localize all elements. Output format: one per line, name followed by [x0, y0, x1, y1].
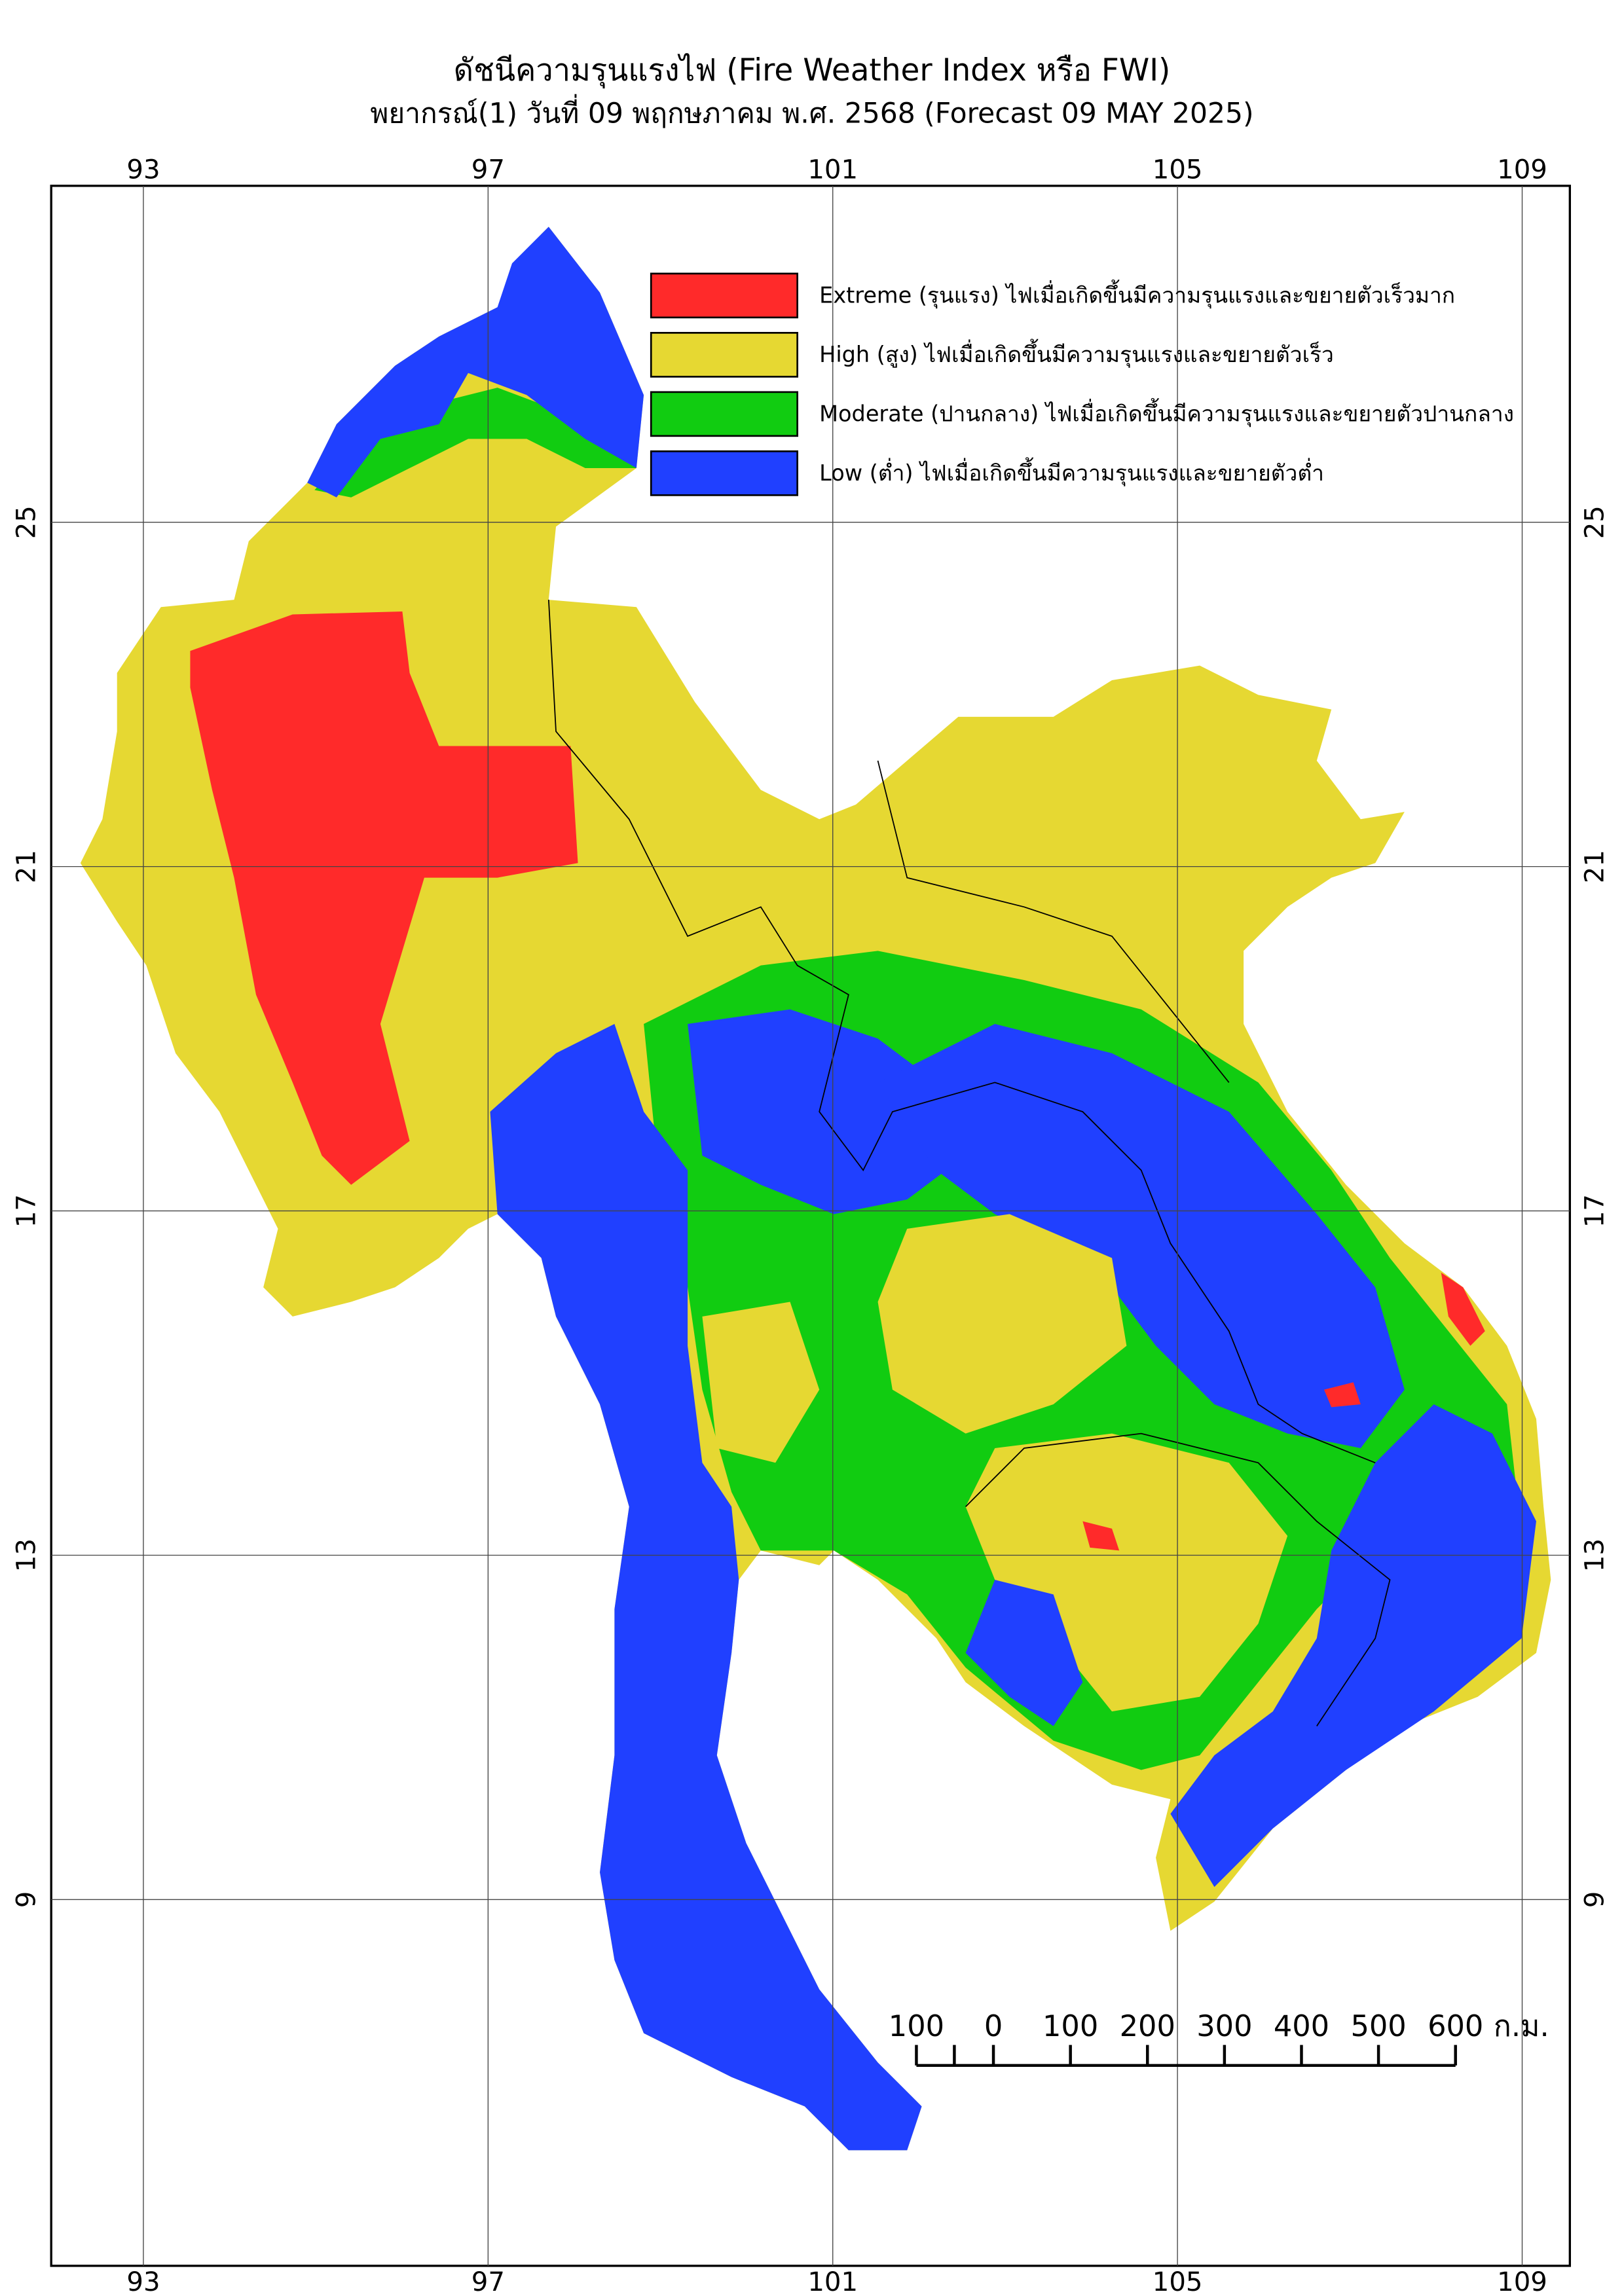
lon-label-top: 93 — [126, 155, 160, 185]
lat-label-right: 21 — [1580, 850, 1610, 883]
legend: Extreme (รุนแรง) ไฟเมื่อเกิดขึ้นมีความรุ… — [650, 272, 1514, 496]
scale-label: 300 — [1196, 2009, 1252, 2043]
zone-low — [688, 1009, 966, 1214]
scale-label: 100 — [1043, 2009, 1098, 2043]
scale-label: 0 — [984, 2009, 1003, 2043]
zone-low — [1170, 1404, 1536, 1887]
zone-extreme — [1441, 1272, 1485, 1346]
lon-label-top: 105 — [1153, 155, 1203, 185]
legend-label: High (สูง) ไฟเมื่อเกิดขึ้นมีความรุนแรงแล… — [819, 338, 1334, 368]
lat-label-left: 25 — [12, 505, 42, 539]
zone-low — [490, 1024, 922, 2151]
land — [80, 227, 1551, 2151]
lat-label-right: 13 — [1580, 1539, 1610, 1572]
zone-extreme — [1082, 1521, 1120, 1551]
lat-label-left: 17 — [12, 1194, 42, 1228]
lon-label-top: 109 — [1497, 155, 1547, 185]
legend-label: Moderate (ปานกลาง) ไฟเมื่อเกิดขึ้นมีความ… — [819, 398, 1514, 428]
scale-label: 200 — [1120, 2009, 1175, 2043]
lat-label-right: 9 — [1580, 1891, 1610, 1908]
scale-label: 600 — [1428, 2009, 1483, 2043]
zone-low — [307, 227, 644, 498]
lat-label-left: 21 — [12, 850, 42, 883]
lat-label-left: 9 — [12, 1891, 42, 1908]
zone-low — [965, 1580, 1083, 1726]
lon-label-bottom: 93 — [126, 2267, 160, 2296]
border-line — [547, 600, 1376, 1464]
lat-label-left: 13 — [12, 1539, 42, 1572]
lon-label-top: 97 — [471, 155, 505, 185]
borders — [547, 600, 1391, 1726]
legend-label: Low (ต่ำ) ไฟเมื่อเกิดขึ้นมีความรุนแรงและ… — [819, 457, 1324, 486]
zone-high — [877, 1214, 1127, 1434]
zone-extreme — [190, 611, 578, 1185]
graticule: 93 93 97 97 101 101 105 105 109 109 25 25 21 21 17 17 13… — [12, 155, 1610, 2296]
lat-label-right: 17 — [1580, 1194, 1610, 1228]
scale-label: 400 — [1274, 2009, 1329, 2043]
scale-unit: ก.ม. — [1494, 2009, 1549, 2043]
zone-high — [702, 1302, 820, 1463]
lat-label-right: 25 — [1580, 505, 1610, 539]
scale-label: 500 — [1350, 2009, 1406, 2043]
lon-label-bottom: 97 — [471, 2267, 505, 2296]
border-line — [877, 760, 1230, 1083]
map-title: ดัชนีความรุนแรงไฟ (Fire Weather Index หร… — [454, 52, 1171, 89]
lon-label-bottom: 101 — [807, 2267, 858, 2296]
legend-swatch — [650, 450, 798, 496]
map-subtitle: พยากรณ์(1) วันที่ 09 พฤกษภาคม พ.ศ. 2568 … — [370, 94, 1253, 130]
scale-bar: 100 0 100 200 300 400 500 600 ก.ม. — [889, 2009, 1549, 2068]
legend-swatch — [650, 272, 798, 319]
legend-swatch — [650, 391, 798, 437]
lon-label-bottom: 105 — [1153, 2267, 1203, 2296]
lon-label-bottom: 109 — [1497, 2267, 1547, 2296]
zone-extreme — [1323, 1382, 1361, 1408]
legend-label: Extreme (รุนแรง) ไฟเมื่อเกิดขึ้นมีความรุ… — [819, 280, 1455, 309]
border-line — [965, 1432, 1391, 1726]
lon-label-top: 101 — [807, 155, 858, 185]
scale-label: 100 — [889, 2009, 944, 2043]
zone-high — [965, 1433, 1288, 1712]
legend-swatch — [650, 332, 798, 378]
zone-low — [877, 1024, 1405, 1448]
